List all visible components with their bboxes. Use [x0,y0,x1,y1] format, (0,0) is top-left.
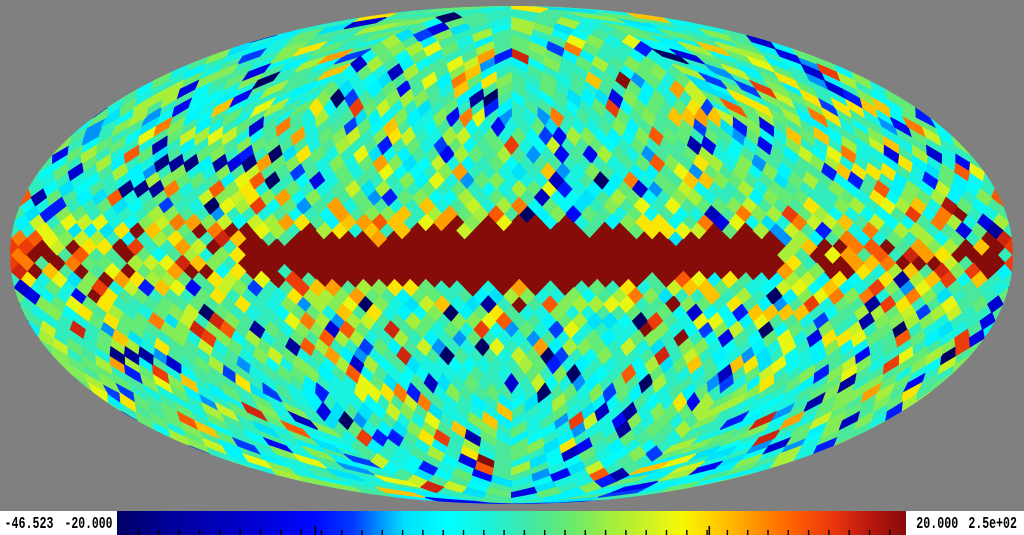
svg-text:2.5e+02: 2.5e+02 [968,514,1017,533]
svg-text:20.000: 20.000 [916,514,958,533]
svg-text:-20.000: -20.000 [65,514,113,533]
svg-text:-46.523: -46.523 [5,514,54,533]
